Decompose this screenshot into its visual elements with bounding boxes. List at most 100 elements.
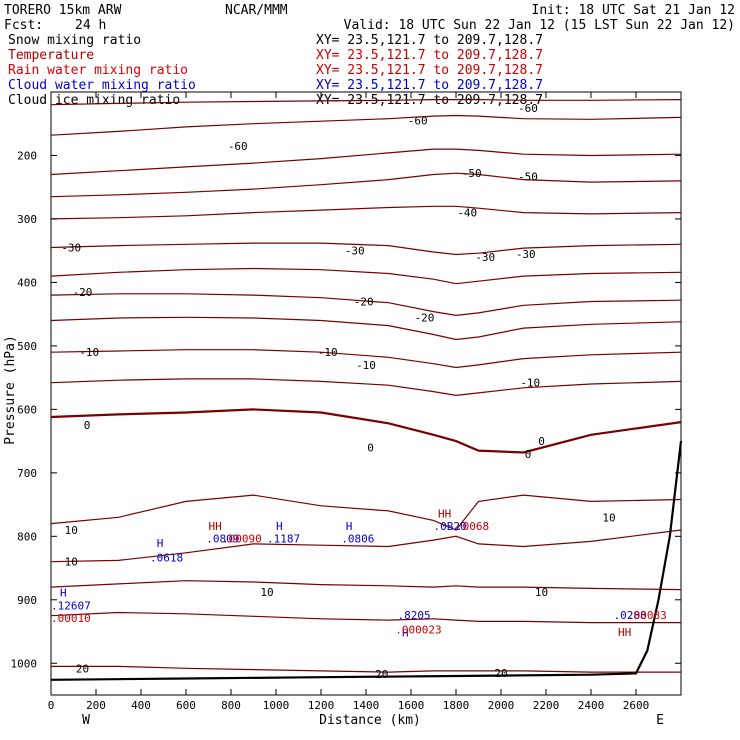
legend-xy-snow: XY= 23.5,121.7 to 209.7,128.7 [316,33,543,48]
isotherm--20-7 [50,293,682,317]
contour-label-13: -10 [79,346,99,359]
y-tick-label-800: 800 [17,530,37,543]
max-marker-2: H [276,520,283,533]
isotherm--50-3 [50,172,682,198]
contour-labels: -60 -60 -60 -50 -50 -40 -30 -30 -30 -30 -20 -20 -20 -… [61,102,615,681]
x-tick-label-2400: 2400 [578,699,605,712]
contour-label-14: -10 [318,346,338,359]
value-label-6: .0806 [341,533,374,546]
y-tick-label-400: 400 [17,276,37,289]
contour-label-6: -30 [61,242,81,255]
x-end-label-west: W [82,713,90,728]
contour-label-21: 10 [65,524,78,537]
contour-label-20: 0 [525,448,532,461]
max-marker-6: HH [438,507,451,520]
contour-label-3: -50 [462,167,482,180]
contour-label-1: -60 [408,115,428,128]
contour-label-5: -40 [457,207,477,220]
value-label-2: .0618 [150,552,183,565]
x-tick-label-200: 200 [86,699,106,712]
value-label-5: .1187 [267,533,300,546]
isotherm-10-12 [50,494,682,531]
y-tick-label-300: 300 [17,213,37,226]
x-tick-label-2200: 2200 [533,699,560,712]
contour-label-2: -60 [518,102,538,115]
y-tick-label-1000: 1000 [11,657,38,670]
contour-label-8: -30 [475,251,495,264]
x-tick-label-1400: 1400 [353,699,380,712]
isotherm--60-0 [50,114,682,136]
model-title: TORERO 15km ARW [4,3,122,18]
contour-label-27: 20 [375,668,388,681]
isotherm-20-16 [51,665,681,673]
value-labels: .12607.00010 .0618 .0809.00090 .1187 .0806 .0… [51,520,667,636]
x-tick-label-1200: 1200 [308,699,335,712]
y-tick-label-200: 200 [17,149,37,162]
legend-label-cloud-ice: Cloud ice mixing ratio [8,93,180,108]
isotherm-0-11 [50,408,682,454]
isotherm--40-4 [50,205,682,220]
legend-xy-rain: XY= 23.5,121.7 to 209.7,128.7 [316,63,543,78]
contour-label-22: 10 [65,556,78,569]
contour-label-12: -20 [415,311,435,324]
value-label-0: .12607 [51,599,91,612]
legend-xy-temperature: XY= 23.5,121.7 to 209.7,128.7 [316,48,543,63]
x-axis: 0 200 400 600 800 1000 1200 1400 1600 1800 2000 220… [48,92,650,712]
max-marker-3: H [346,520,353,533]
isotherm--60-1 [50,98,682,106]
isotherm-10-14 [50,580,682,591]
isotherm--20-8 [50,316,682,341]
value-label-8: .0068 [456,520,489,533]
contour-label-10: -20 [73,286,93,299]
max-marker-5: HH [209,520,222,533]
x-tick-label-1800: 1800 [443,699,470,712]
contour-label-15: -10 [356,359,376,372]
contour-label-4: -50 [518,170,538,183]
x-tick-label-2600: 2600 [623,699,650,712]
legend-xy-cloud-ice: XY= 23.5,121.7 to 209.7,128.7 [316,93,543,108]
x-tick-label-400: 400 [131,699,151,712]
max-marker-4: H [402,627,409,640]
x-tick-label-1000: 1000 [263,699,290,712]
temperature-contours [50,98,682,673]
fcst-value: 24 h [75,18,106,33]
isotherm--10-10 [50,378,682,397]
legend-label-temperature: Temperature [8,48,94,63]
contour-label-23: 10 [260,586,273,599]
isotherm--30-5 [50,242,682,256]
x-tick-label-600: 600 [176,699,196,712]
max-marker-7: HH [618,626,631,639]
ground-line [50,440,683,681]
contour-label-26: 20 [76,662,89,675]
legend: Snow mixing ratio XY= 23.5,121.7 to 209.… [8,33,543,108]
legend-xy-cloud-water: XY= 23.5,121.7 to 209.7,128.7 [316,78,543,93]
x-tick-label-2000: 2000 [488,699,515,712]
isotherm--10-9 [50,349,682,369]
contour-label-0: -60 [228,140,248,153]
ground-surface [50,440,683,681]
contour-label-16: -10 [520,377,540,390]
y-tick-label-600: 600 [17,403,37,416]
isotherm-20-15 [50,611,681,624]
value-label-7: .0B20 [434,520,467,533]
value-label-9: .8205 [398,609,431,622]
x-tick-label-800: 800 [221,699,241,712]
x-tick-label-0: 0 [48,699,55,712]
y-axis-title: Pressure (hPa) [3,335,18,445]
valid-time: Valid: 18 UTC Sun 22 Jan 12 (15 LST Sun … [344,18,735,33]
contour-label-19: 0 [538,435,545,448]
y-tick-label-900: 900 [17,594,37,607]
legend-label-snow: Snow mixing ratio [8,33,141,48]
legend-label-rain: Rain water mixing ratio [8,63,188,78]
init-time: Init: 18 UTC Sat 21 Jan 12 [532,3,736,18]
max-marker-0: H [60,587,67,600]
value-label-12: .00083 [627,609,667,622]
isotherm--30-6 [50,267,682,285]
legend-label-cloud-water: Cloud water mixing ratio [8,78,196,93]
x-axis-title: Distance (km) [319,713,421,728]
max-marker-1: H [157,537,164,550]
contour-label-7: -30 [345,245,365,258]
